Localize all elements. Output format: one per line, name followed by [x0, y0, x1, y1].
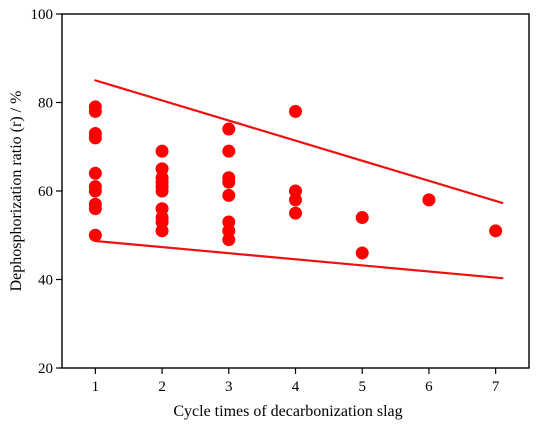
x-tick-label: 7 — [492, 379, 500, 395]
data-point — [88, 131, 102, 145]
data-point — [155, 144, 169, 158]
y-axis-title: Dephosphorization ratio (r) / % — [8, 91, 25, 292]
data-point — [222, 233, 236, 247]
y-tick-label: 80 — [38, 96, 53, 112]
data-point — [222, 144, 236, 158]
y-axis-ticks: 20 40 60 80 100 — [31, 7, 62, 377]
x-axis-ticks: 1 2 3 4 5 6 7 — [92, 368, 500, 395]
y-tick-label: 100 — [31, 7, 54, 23]
data-point — [355, 211, 369, 225]
boundary-line — [94, 239, 504, 280]
data-points — [88, 100, 503, 260]
data-point — [222, 122, 236, 136]
data-point — [222, 175, 236, 189]
x-tick-label: 1 — [92, 379, 100, 395]
y-tick-label: 20 — [38, 361, 53, 377]
data-point — [422, 193, 436, 207]
data-point — [222, 188, 236, 202]
x-axis-title: Cycle times of decarbonization slag — [173, 403, 402, 420]
x-tick-label: 2 — [158, 379, 166, 395]
data-point — [88, 166, 102, 180]
data-point — [155, 224, 169, 238]
boundary-line — [94, 79, 504, 205]
data-point — [289, 206, 302, 220]
data-point — [155, 184, 169, 198]
boundary-lines — [94, 79, 504, 280]
data-point — [88, 202, 102, 216]
data-point — [355, 246, 369, 260]
data-point — [289, 104, 302, 118]
y-tick-label: 40 — [38, 273, 53, 289]
x-tick-label: 4 — [292, 379, 300, 395]
y-tick-label: 60 — [38, 184, 53, 200]
x-tick-label: 6 — [425, 379, 433, 395]
data-point — [88, 228, 102, 242]
data-point — [289, 193, 302, 207]
x-tick-label: 5 — [358, 379, 366, 395]
data-point — [88, 184, 102, 198]
data-point — [489, 224, 503, 238]
data-point — [88, 104, 102, 118]
x-tick-label: 3 — [225, 379, 233, 395]
